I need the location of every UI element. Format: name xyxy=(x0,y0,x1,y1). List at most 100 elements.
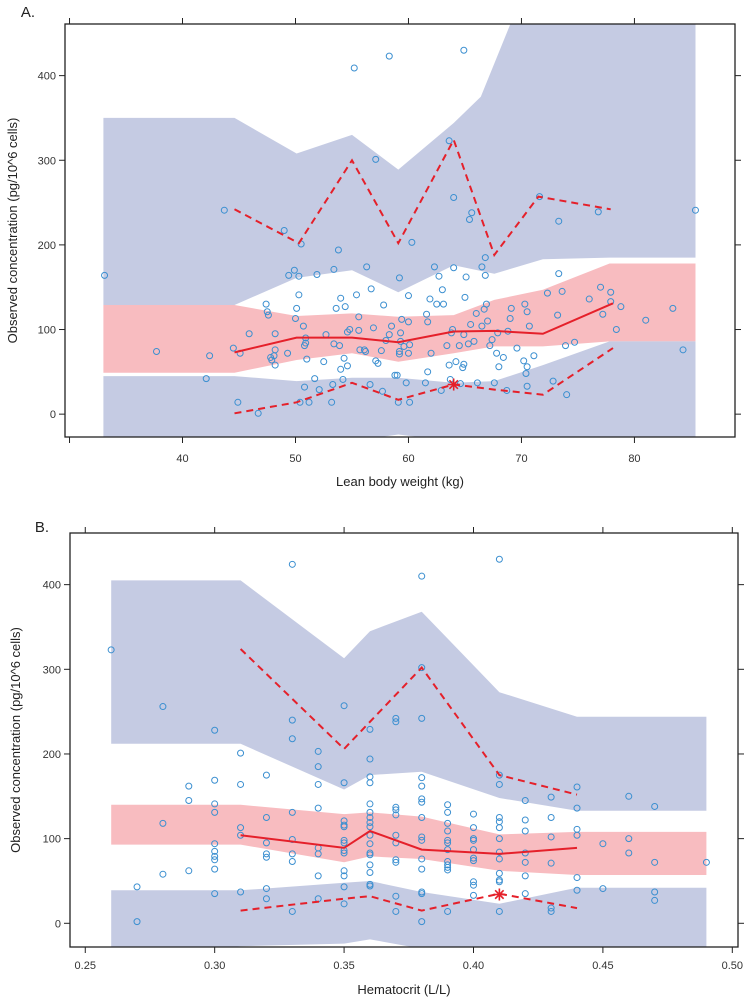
observed-point xyxy=(366,381,374,389)
observed-point xyxy=(366,725,374,733)
observed-point xyxy=(153,348,161,356)
observed-point xyxy=(445,361,453,369)
observed-point xyxy=(337,365,345,373)
observed-point xyxy=(406,398,414,406)
x-tick-label: 0.35 xyxy=(333,960,354,972)
observed-point xyxy=(495,824,503,832)
observed-point xyxy=(444,819,452,827)
observed-point xyxy=(301,383,309,391)
observed-point xyxy=(469,891,477,899)
observed-point xyxy=(547,833,555,841)
observed-point xyxy=(392,718,400,726)
observed-point xyxy=(444,866,452,874)
observed-point xyxy=(424,318,432,326)
observed-point xyxy=(107,646,115,654)
observed-point xyxy=(159,819,167,827)
pi-lower-percentile-band xyxy=(103,341,696,437)
observed-point xyxy=(625,849,633,857)
observed-point xyxy=(642,316,650,324)
observed-point xyxy=(599,885,607,893)
y-tick-label: 100 xyxy=(38,325,56,337)
x-tick-label: 0.25 xyxy=(75,960,96,972)
y-tick-label: 0 xyxy=(55,918,61,930)
observed-point xyxy=(617,303,625,311)
observed-point xyxy=(314,763,322,771)
pi-median-band xyxy=(103,263,696,373)
observed-point xyxy=(159,703,167,711)
observed-point xyxy=(355,313,363,321)
observed-point xyxy=(472,309,480,317)
observed-point xyxy=(340,836,348,844)
observed-point xyxy=(393,371,401,379)
observed-point xyxy=(392,907,400,915)
observed-point xyxy=(484,317,492,325)
observed-point xyxy=(377,347,385,355)
observed-point xyxy=(547,859,555,867)
observed-point xyxy=(594,208,602,216)
observed-point xyxy=(427,349,435,357)
observed-point xyxy=(366,808,374,816)
observed-point xyxy=(380,301,388,309)
observed-point xyxy=(264,311,272,319)
x-tick-label: 0.50 xyxy=(722,960,743,972)
observed-point xyxy=(418,664,426,672)
observed-point xyxy=(573,874,581,882)
observed-point xyxy=(521,300,529,308)
observed-point xyxy=(336,342,344,350)
observed-point xyxy=(495,835,503,843)
observed-point xyxy=(452,358,460,366)
observed-point xyxy=(245,330,253,338)
observed-point xyxy=(330,265,338,273)
observed-point xyxy=(211,808,219,816)
observed-point xyxy=(562,342,570,350)
observed-point xyxy=(404,292,412,300)
observed-point xyxy=(469,836,477,844)
observed-point xyxy=(280,227,288,234)
observed-point xyxy=(651,888,659,896)
observed-point xyxy=(392,831,400,839)
y-tick-label: 100 xyxy=(43,834,61,846)
x-tick-label: 50 xyxy=(289,453,301,465)
observed-point xyxy=(295,272,303,280)
observed-point xyxy=(573,825,581,833)
observed-point xyxy=(450,193,458,201)
observed-point xyxy=(237,824,245,832)
observed-point xyxy=(366,823,374,831)
observed-point xyxy=(495,878,503,886)
observed-point xyxy=(211,852,219,860)
observed-point xyxy=(418,795,426,803)
observed-median-line xyxy=(240,829,578,855)
observed-point xyxy=(237,749,245,757)
observed-point xyxy=(433,300,441,308)
observed-point xyxy=(293,304,301,312)
plot-area xyxy=(107,555,710,947)
observed-point xyxy=(314,780,322,788)
observed-median-line xyxy=(234,302,614,354)
observed-point xyxy=(669,304,677,312)
observed-point xyxy=(374,359,382,367)
panel-label: A. xyxy=(21,4,35,21)
observed-point xyxy=(495,813,503,821)
observed-point xyxy=(133,918,141,926)
observed-point xyxy=(202,375,210,383)
observed-point xyxy=(346,326,354,334)
y-tick-label: 300 xyxy=(43,664,61,676)
x-axis-title: Lean body weight (kg) xyxy=(336,474,464,489)
observed-point xyxy=(313,271,321,279)
observed-point xyxy=(495,855,503,863)
observed-point xyxy=(237,888,245,896)
observed-point xyxy=(445,137,453,145)
observed-point xyxy=(554,311,562,319)
observed-point xyxy=(366,831,374,839)
observed-point xyxy=(366,813,374,821)
observed-point xyxy=(469,824,477,832)
observed-point xyxy=(211,865,219,873)
y-tick-label: 200 xyxy=(43,749,61,761)
observed-point xyxy=(499,353,507,361)
x-tick-label: 0.40 xyxy=(463,960,484,972)
observed-point xyxy=(520,357,528,365)
observed-point xyxy=(549,377,557,385)
observed-point xyxy=(263,308,271,316)
observed-point xyxy=(543,289,551,297)
observed-point xyxy=(332,304,340,312)
